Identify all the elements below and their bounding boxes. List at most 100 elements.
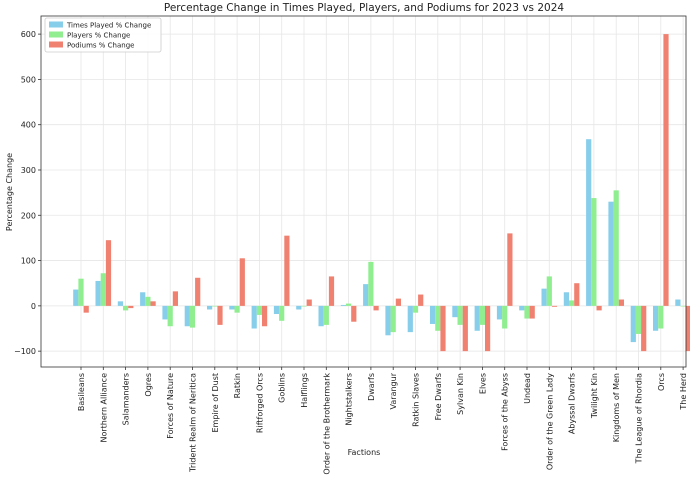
bar [172, 291, 178, 306]
x-tick-label: Empire of Dust [211, 373, 220, 433]
bar [385, 305, 391, 336]
bar [318, 305, 324, 327]
x-tick-label: Abyssal Dwarfs [568, 373, 577, 434]
x-tick-label: Ratkin Slaves [412, 373, 421, 427]
x-tick-label: Order of the Green Lady [545, 373, 554, 470]
legend-box [44, 17, 162, 53]
bar [328, 276, 335, 306]
bar [418, 294, 424, 306]
bar [262, 305, 268, 327]
bar [685, 305, 690, 352]
bar [529, 305, 535, 319]
x-tick-label: Elves [478, 373, 487, 394]
x-tick-label: Riftforged Orcs [255, 373, 264, 433]
bar [407, 305, 413, 333]
bar [524, 305, 530, 319]
x-tick-label: Salamanders [122, 373, 131, 425]
bar [145, 296, 151, 306]
bar [658, 305, 664, 329]
legend-swatch [49, 31, 63, 38]
bar [217, 305, 223, 325]
x-axis-label: Factions [348, 448, 381, 457]
bar [279, 305, 285, 321]
y-tick-label: 600 [21, 30, 36, 39]
bar [563, 292, 569, 306]
bar [184, 305, 190, 327]
bar [346, 303, 352, 306]
bar [675, 299, 681, 306]
x-tick-label: Kingdoms of Men [612, 373, 621, 442]
bar [162, 305, 168, 320]
bar [613, 190, 619, 306]
bar [479, 305, 485, 325]
bar [368, 261, 374, 306]
y-tick-label: −100 [14, 347, 36, 356]
bar [73, 289, 79, 306]
bar [608, 201, 614, 306]
x-tick-label: Northern Alliance [99, 373, 108, 443]
bar [485, 305, 491, 352]
x-tick-label: Nightstalkers [345, 373, 354, 426]
x-tick-label: Undead [523, 373, 532, 404]
y-ticks: −100 0 100 200 300 400 500 600 [14, 30, 41, 356]
bar [83, 305, 89, 313]
bar [591, 198, 597, 306]
bar [586, 139, 592, 306]
bar [301, 305, 307, 307]
x-ticks: Basileans Northern Alliance Salamanders Ogr… [77, 367, 688, 475]
legend-swatch [49, 21, 63, 28]
bar [390, 305, 396, 333]
y-tick-label: 400 [21, 121, 36, 130]
bar [373, 305, 379, 311]
x-tick-label: Forces of the Abyss [501, 373, 510, 451]
bar [105, 240, 112, 306]
bar [641, 305, 647, 352]
bar [502, 305, 508, 329]
bar [189, 305, 196, 328]
bar [395, 298, 401, 306]
bar [630, 305, 636, 343]
bar [273, 305, 280, 315]
bar [569, 300, 575, 306]
x-tick-label: Free Dwarfs [434, 373, 443, 420]
bar [519, 305, 525, 311]
bar [680, 305, 686, 307]
bar [207, 305, 213, 310]
bar [167, 305, 173, 327]
x-tick-label: Orcs [657, 373, 666, 391]
bar [284, 235, 290, 306]
bar [212, 305, 218, 307]
bar [452, 305, 458, 318]
y-tick-label: 100 [21, 257, 36, 266]
bar [150, 301, 156, 306]
bar [95, 280, 101, 306]
legend-label: Times Played % Change [66, 22, 151, 30]
x-tick-label: Order of the Brothermark [322, 373, 331, 475]
bar [78, 278, 84, 306]
bar [340, 304, 346, 306]
bar [128, 305, 134, 309]
bar [663, 34, 669, 306]
y-axis-label: Percentage Change [5, 153, 14, 231]
legend-label: Players % Change [67, 32, 130, 40]
bar [363, 284, 369, 306]
bar [234, 305, 240, 313]
x-tick-label: Twilight Kin [590, 373, 599, 419]
bar [306, 299, 312, 306]
bar [653, 305, 659, 331]
x-tick-label: The Herd [679, 373, 688, 411]
x-tick-label: Dwarfs [367, 373, 376, 401]
x-tick-label: The League of Rhordia [635, 373, 644, 464]
bar [551, 305, 558, 307]
bar [462, 305, 468, 352]
y-tick-label: 500 [21, 75, 36, 84]
bar [474, 305, 480, 331]
x-tick-label: Sylvan Kin [456, 373, 465, 415]
bar [457, 305, 463, 325]
legend-swatch [49, 41, 63, 48]
bar [229, 305, 235, 310]
x-tick-label: Ratkin [233, 373, 242, 398]
bar [546, 276, 552, 306]
bar [440, 305, 446, 352]
